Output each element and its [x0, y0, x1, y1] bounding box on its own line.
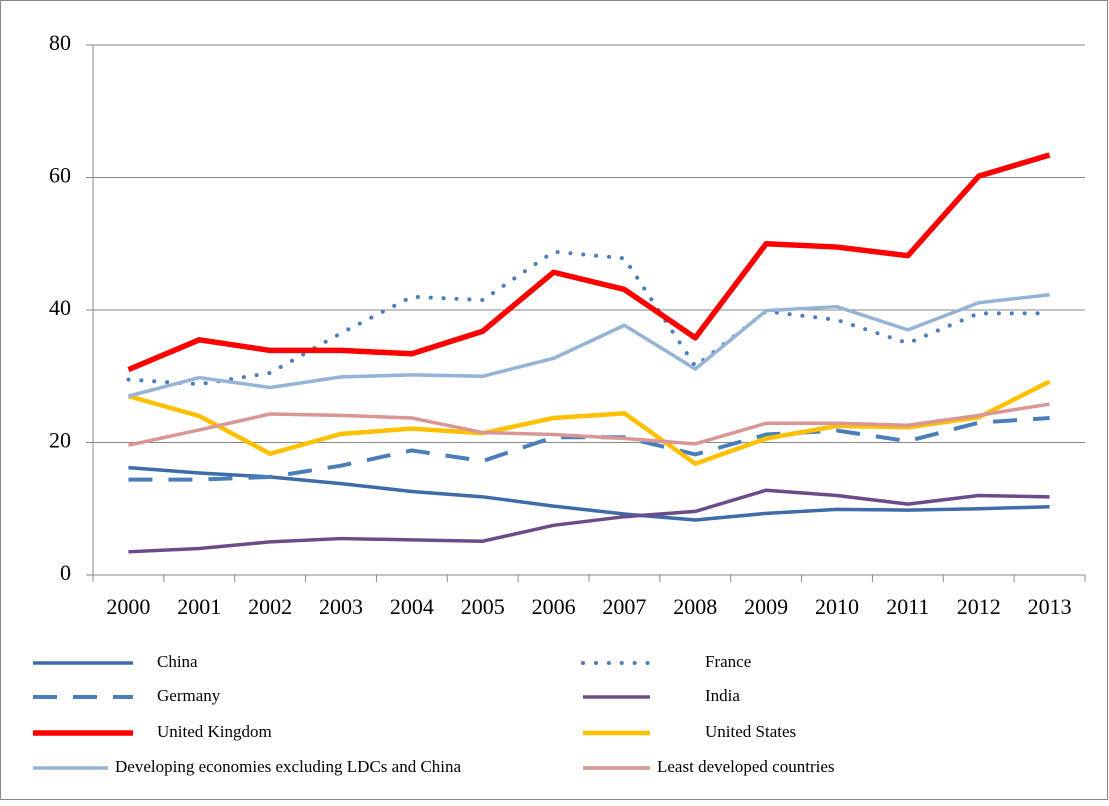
y-tick-label: 80	[49, 30, 71, 55]
series-line	[127, 152, 1051, 373]
legend-label: Least developed countries	[657, 757, 835, 776]
legend-label: Germany	[157, 686, 221, 705]
x-tick-label: 2008	[673, 594, 717, 619]
legend-label: China	[157, 652, 198, 671]
x-tick-label: 2012	[957, 594, 1001, 619]
x-tick-label: 2002	[248, 594, 292, 619]
series-line	[126, 249, 1052, 387]
x-tick-label: 2001	[177, 594, 221, 619]
legend-label: India	[705, 686, 740, 705]
x-tick-label: 2007	[602, 594, 646, 619]
x-tick-label: 2010	[815, 594, 859, 619]
legend-label: United States	[705, 722, 796, 741]
y-tick-label: 20	[49, 428, 71, 453]
y-tick-label: 60	[49, 163, 71, 188]
x-tick-label: 2005	[461, 594, 505, 619]
x-tick-label: 2011	[886, 594, 929, 619]
x-tick-label: 2013	[1028, 594, 1072, 619]
x-tick-label: 2000	[106, 594, 150, 619]
x-tick-label: 2006	[532, 594, 576, 619]
series-line	[127, 293, 1050, 398]
series-line	[128, 415, 1050, 482]
series-line	[128, 465, 1050, 522]
legend-label: Developing economies excluding LDCs and …	[115, 757, 462, 776]
y-tick-label: 40	[49, 295, 71, 320]
legend-label: France	[705, 652, 751, 671]
series-line	[128, 402, 1050, 447]
series-line	[128, 488, 1050, 554]
x-tick-label: 2004	[390, 594, 434, 619]
legend-label: United Kingdom	[157, 722, 272, 741]
x-tick-label: 2003	[319, 594, 363, 619]
y-tick-label: 0	[60, 560, 71, 585]
x-tick-label: 2009	[744, 594, 788, 619]
series-line	[127, 379, 1051, 466]
